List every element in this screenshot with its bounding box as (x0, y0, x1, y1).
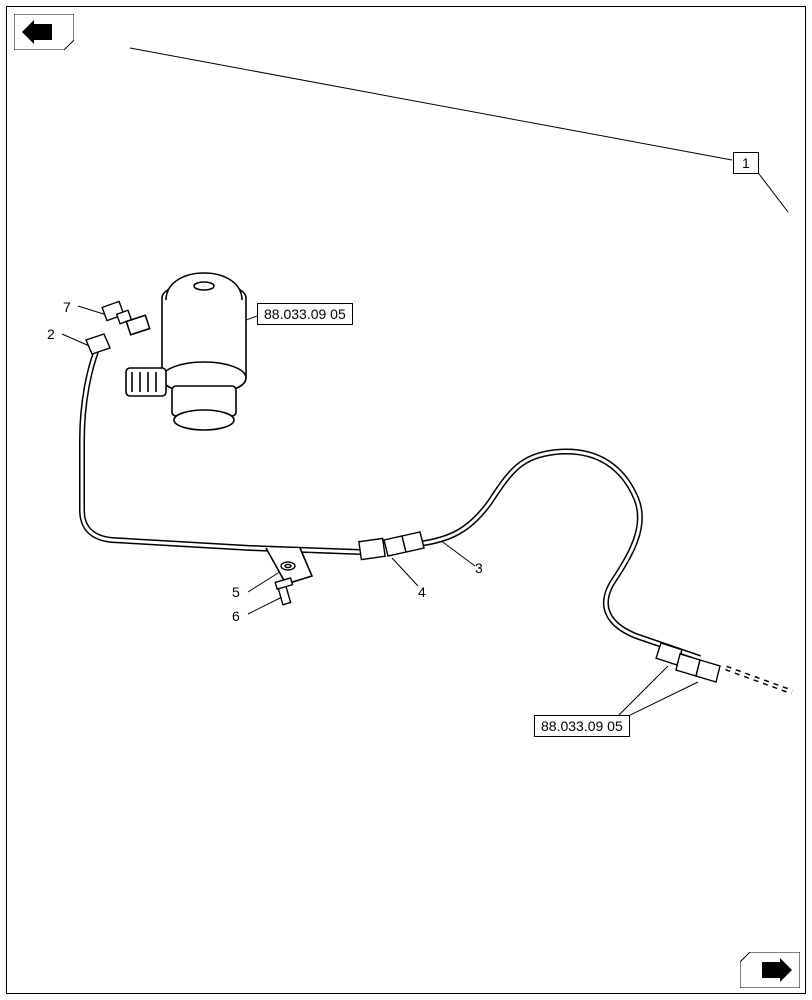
ref-box-bottom: 88.033.09 05 (534, 715, 630, 737)
ref-box-bottom-text: 88.033.09 05 (541, 718, 623, 734)
callout-3: 3 (475, 560, 483, 576)
ref-box-top-text: 88.033.09 05 (264, 306, 346, 322)
diagram-svg (0, 0, 812, 1000)
key-1-box: 1 (733, 152, 759, 174)
diagram-page: 88.033.09 05 88.033.09 05 1 7 2 5 6 4 3 (0, 0, 812, 1000)
callout-7: 7 (63, 299, 71, 315)
key-1-text: 1 (742, 155, 750, 171)
callout-5: 5 (232, 584, 240, 600)
callout-6: 6 (232, 608, 240, 624)
callout-2: 2 (47, 326, 55, 342)
dryer-assembly (126, 273, 246, 430)
callout-4: 4 (418, 584, 426, 600)
ref-box-top: 88.033.09 05 (257, 303, 353, 325)
